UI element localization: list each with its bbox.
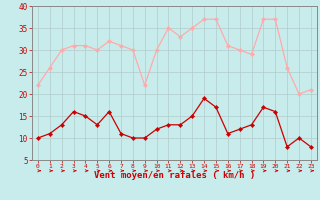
X-axis label: Vent moyen/en rafales ( km/h ): Vent moyen/en rafales ( km/h )	[94, 171, 255, 180]
